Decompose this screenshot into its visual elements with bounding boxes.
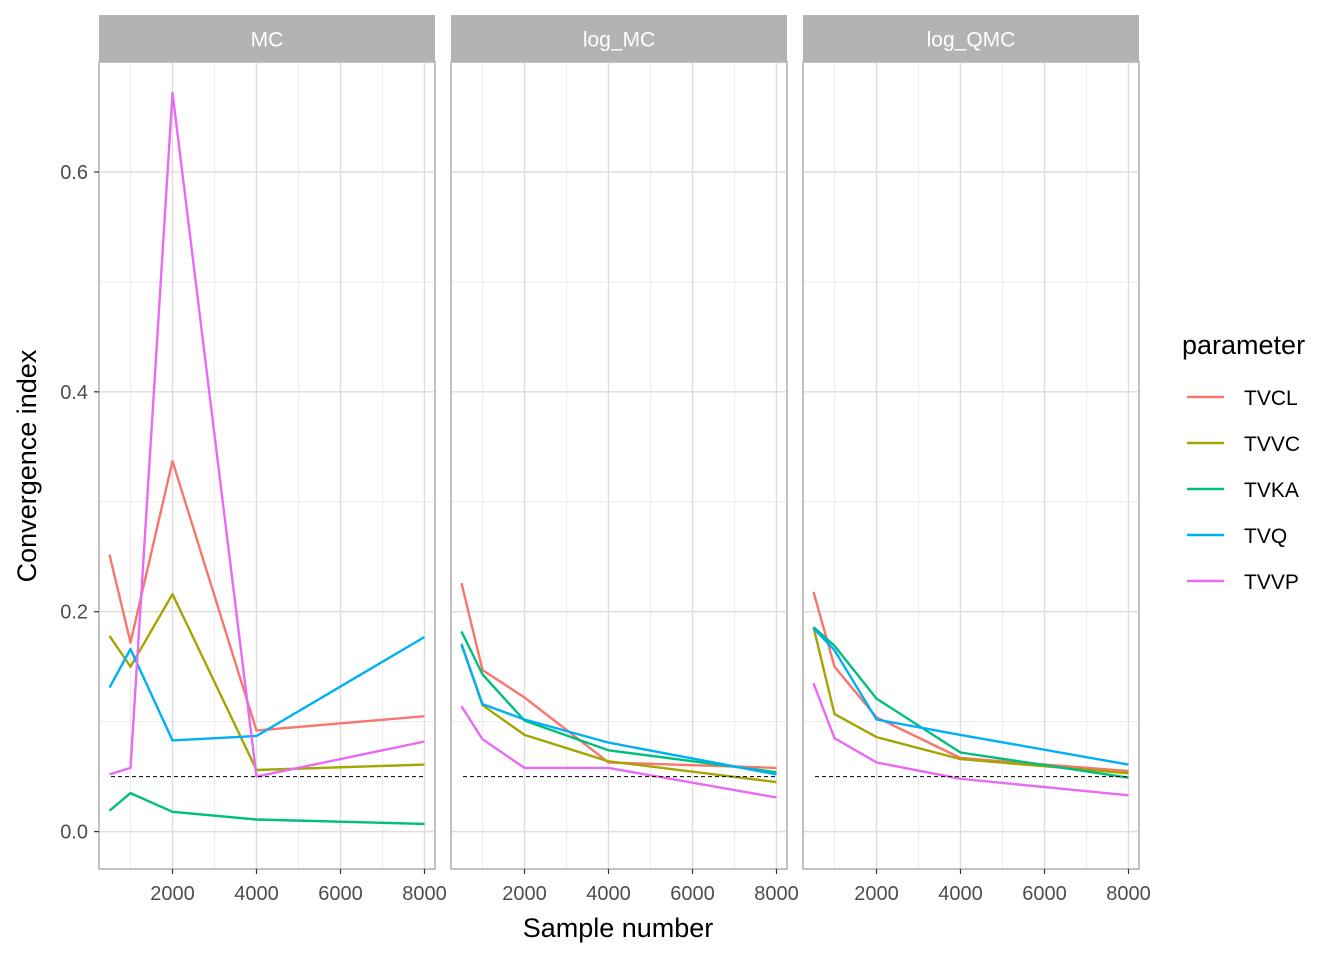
x-tick-label: 6000 [670,883,715,905]
x-tick-label: 4000 [938,883,983,905]
panel-border [802,61,1140,870]
panel-border [98,61,436,870]
legend-label: TVVP [1244,571,1299,594]
x-tick-label: 6000 [1022,883,1067,905]
series-line-tvka [108,791,425,826]
x-tick-label: 8000 [402,883,447,905]
series-line-tvvp [109,91,425,778]
legend-item-tvvp: TVVP [1187,571,1299,594]
y-axis: 0.0 0.2 0.4 0.6 [60,162,99,844]
legend-item-tvka: TVKA [1187,479,1299,502]
series-line-tvq [460,644,777,776]
legend: parameter TVCL TVVC TVKA TVQ TVVP [1182,330,1305,594]
panel-log-qmc: log_QMC 2000 4000 6000 8000 [802,15,1151,905]
panels: MC 2000 4000 6000 8000 log_MC 2000 4000 6000 8000… [98,15,1151,905]
legend-label: TVQ [1244,525,1287,548]
legend-title: parameter [1182,330,1305,360]
series-line-tvcl [108,459,425,732]
panel-strip-label: log_QMC [927,29,1016,52]
series-line-tvvc [108,592,425,772]
panel-strip-label: log_MC [583,29,655,52]
series-line-tvvp [460,705,777,799]
panel-strip [451,15,787,62]
panel-strip-label: MC [251,29,284,52]
legend-label: TVKA [1244,479,1299,502]
x-tick-label: 4000 [586,883,631,905]
series-line-tvvp [812,682,1129,797]
x-tick-label: 6000 [318,883,363,905]
series-line-tvvc [812,626,1129,775]
x-axis-title: Sample number [523,913,714,943]
x-tick-label: 2000 [502,883,547,905]
y-tick-label: 0.4 [60,382,88,404]
y-axis-title: Convergence index [12,349,42,582]
series-line-tvka [460,630,777,774]
series-line-tvcl [812,591,1129,773]
y-tick-label: 0.6 [60,162,88,184]
panel-strip [803,15,1139,62]
panel-strip [99,15,435,62]
series-line-tvka [812,626,1129,779]
panel-log-mc: log_MC 2000 4000 6000 8000 [450,15,799,905]
series-line-tvq [108,635,426,742]
series-line-tvq [812,627,1129,766]
panel-border [450,61,788,870]
y-tick-label: 0.2 [60,602,88,624]
y-tick-label: 0.0 [60,822,88,844]
legend-label: TVVC [1244,433,1300,456]
panel-mc: MC 2000 4000 6000 8000 [98,15,447,905]
x-tick-label: 4000 [234,883,279,905]
legend-item-tvvc: TVVC [1187,433,1300,456]
series-line-tvcl [460,582,777,770]
x-tick-label: 8000 [1106,883,1151,905]
x-tick-label: 8000 [754,883,799,905]
legend-item-tvq: TVQ [1187,525,1287,548]
x-tick-label: 2000 [854,883,899,905]
legend-label: TVCL [1244,387,1298,410]
x-tick-label: 2000 [150,883,195,905]
legend-item-tvcl: TVCL [1187,387,1298,410]
